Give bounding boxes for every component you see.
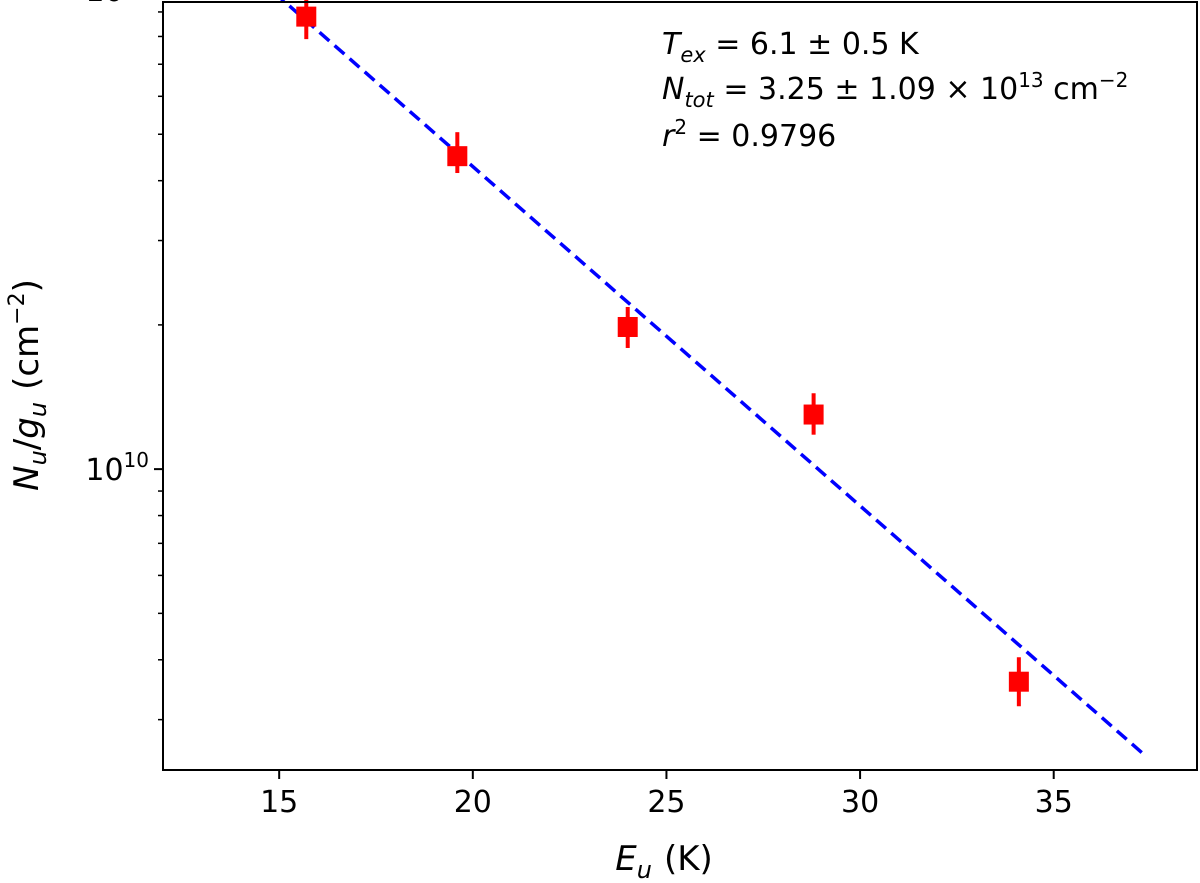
plot-frame — [162, 1, 1198, 771]
data-point — [296, 6, 317, 27]
fit-line — [279, 0, 1144, 755]
x-tick-label: 35 — [1035, 785, 1073, 820]
y-tick-label: 1010 — [85, 448, 149, 488]
fit-annotation: Tex = 6.1 ± 0.5 K Ntot = 3.25 ± 1.09 × 1… — [662, 27, 1128, 154]
x-tick-label: 15 — [260, 785, 298, 820]
annotation-tex: Tex = 6.1 ± 0.5 K — [662, 27, 920, 67]
data-point — [803, 404, 824, 425]
data-point — [617, 316, 638, 337]
data-points-group — [296, 0, 1029, 707]
x-tick-label: 30 — [841, 785, 879, 820]
x-tick-label: 20 — [454, 785, 492, 820]
annotation-r2: r2 = 0.9796 — [662, 115, 836, 154]
data-point — [1008, 671, 1029, 692]
y-tick-label: 1011 — [85, 0, 149, 9]
y-axis-label: Nu/gu(cm−2) — [5, 279, 52, 491]
x-axis-label: Eu (K) — [615, 839, 713, 883]
data-point — [447, 146, 468, 167]
axis-ticks: 15 20 25 30 35 1010 1011 — [85, 0, 1072, 820]
fit-line-group — [279, 0, 1144, 755]
annotation-ntot: Ntot = 3.25 ± 1.09 × 1013 cm−2 — [662, 68, 1128, 112]
x-tick-label: 25 — [647, 785, 685, 820]
